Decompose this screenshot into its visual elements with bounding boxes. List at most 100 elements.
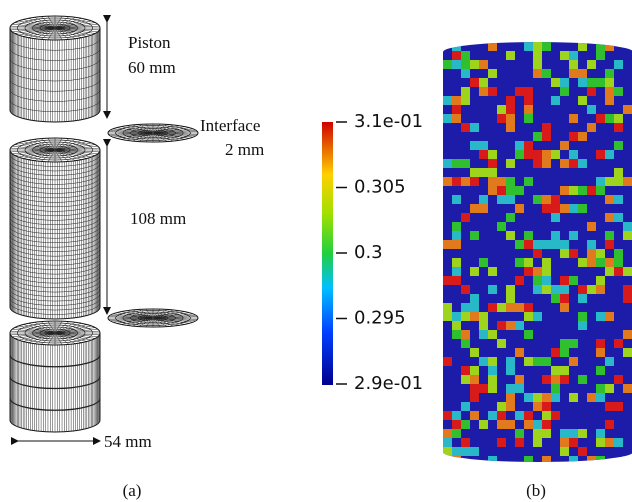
field-cell: [479, 384, 488, 393]
disk-spoke: [54, 332, 82, 343]
field-cell: [623, 177, 632, 186]
mesh-ring: [9, 354, 101, 368]
disk-spoke: [54, 138, 70, 151]
mesh-ring: [9, 167, 101, 181]
field-cell: [506, 357, 515, 366]
field-cell: [443, 276, 452, 285]
disk-spoke: [54, 149, 76, 161]
field-cell: [479, 258, 488, 267]
field-cell: [542, 132, 551, 141]
disk-spoke: [116, 312, 154, 319]
disk-spoke: [34, 332, 56, 344]
field-cell: [506, 159, 515, 168]
field-cell: [542, 240, 551, 249]
field-cell: [533, 393, 542, 402]
field-cell: [533, 60, 542, 69]
disk-spoke: [152, 132, 194, 138]
disk-spoke: [145, 132, 154, 143]
field-cell: [524, 114, 533, 123]
colorbar-tick-label: 0.305: [354, 177, 406, 198]
field-cell: [614, 87, 623, 96]
field-cell: [506, 285, 515, 294]
disk-spoke: [152, 310, 180, 319]
field-cell: [551, 204, 560, 213]
mesh-ring: [9, 68, 101, 82]
field-cell: [542, 150, 551, 159]
mesh-ring: [9, 154, 101, 167]
colorbar: [322, 122, 333, 385]
field-cell: [560, 78, 569, 87]
disk-spoke: [152, 132, 180, 141]
field-cell: [488, 411, 497, 420]
field-cell: [596, 312, 605, 321]
mesh-ring: [9, 376, 101, 390]
field-cell: [479, 150, 488, 159]
field-cell: [551, 150, 560, 159]
field-cell: [578, 132, 587, 141]
field-cell: [605, 177, 614, 186]
field-cell: [605, 114, 614, 123]
field-cell: [515, 321, 524, 330]
field-cell: [461, 447, 470, 456]
field-cell: [470, 267, 479, 276]
mesh-ring: [9, 262, 101, 275]
disk-spoke: [54, 140, 82, 151]
field-cell: [515, 411, 524, 420]
disk-spoke: [138, 309, 154, 319]
field-cell: [560, 375, 569, 384]
field-cell: [596, 150, 605, 159]
field-cell: [452, 429, 461, 438]
field-cell: [506, 186, 515, 195]
mesh-ring: [9, 284, 101, 297]
field-cell: [443, 357, 452, 366]
field-cell: [605, 438, 614, 447]
field-cell: [461, 438, 470, 447]
field-cell: [461, 51, 470, 60]
disk-spoke: [12, 146, 56, 151]
disk-spoke: [152, 317, 180, 326]
disk-spoke: [23, 332, 56, 342]
mesh-ring: [9, 79, 101, 92]
field-cell: [614, 141, 623, 150]
disk-spoke: [54, 149, 82, 160]
disk-spoke: [54, 27, 63, 40]
mesh-ring: [9, 48, 101, 61]
disk-spoke: [18, 325, 56, 334]
field-cell: [443, 438, 452, 447]
mesh-ring: [9, 194, 101, 208]
field-cell: [560, 240, 569, 249]
field-cell: [497, 114, 506, 123]
field-cell: [542, 393, 551, 402]
field-cell: [497, 195, 506, 204]
field-cell: [506, 51, 515, 60]
field-cell: [614, 114, 623, 123]
field-cell: [578, 186, 587, 195]
field-cell: [488, 366, 497, 375]
field-cell: [443, 159, 452, 168]
mesh-ring: [9, 199, 101, 212]
field-cell: [461, 366, 470, 375]
field-cell: [533, 150, 542, 159]
field-cell: [443, 177, 452, 186]
disk-spoke: [28, 140, 56, 151]
field-cell: [452, 447, 461, 456]
field-cell: [596, 384, 605, 393]
field-cell: [533, 240, 542, 249]
disk-spoke: [132, 317, 154, 327]
mesh-ring: [9, 226, 101, 239]
mesh-ring: [9, 158, 101, 172]
field-cell: [551, 231, 560, 240]
disk-spoke: [34, 27, 56, 39]
field-cell: [587, 87, 596, 96]
field-cell: [515, 438, 524, 447]
field-cell: [524, 87, 533, 96]
field-cell: [587, 186, 596, 195]
field-cell: [470, 60, 479, 69]
disk-spoke: [54, 27, 70, 40]
colorbar-tick-label: 0.295: [354, 308, 406, 329]
field-cell: [515, 384, 524, 393]
field-cell: [551, 393, 560, 402]
disk-spoke: [54, 20, 92, 29]
disk-spoke: [116, 317, 154, 324]
